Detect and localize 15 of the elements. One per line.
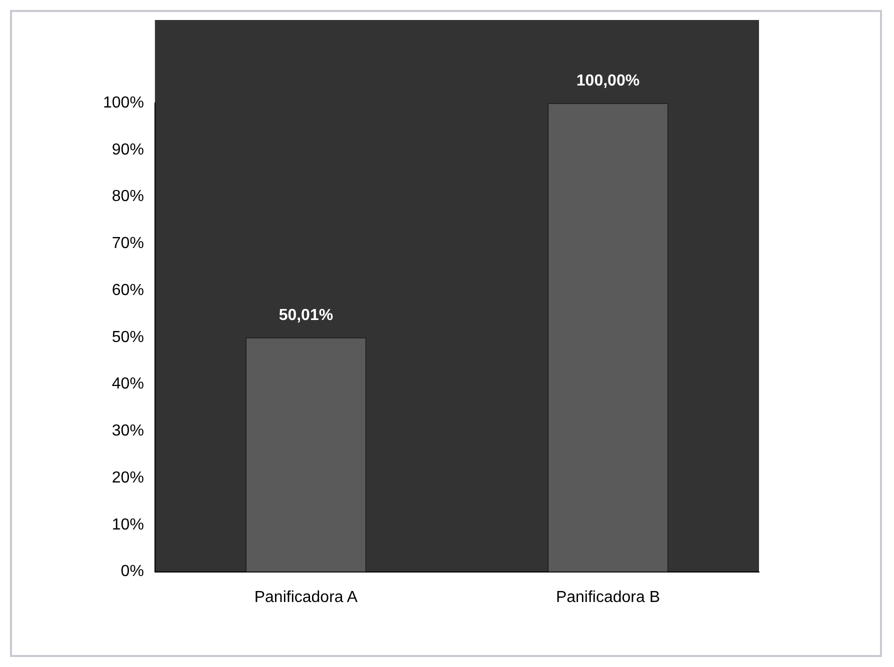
y-tick-label: 50%	[112, 328, 144, 346]
y-tick-label: 20%	[112, 469, 144, 486]
y-tick-label: 70%	[112, 235, 144, 252]
y-tick-label: 10%	[112, 516, 144, 534]
y-tick-label: 40%	[112, 376, 144, 393]
y-tick-label: 90%	[112, 141, 144, 158]
data-label: 50,01%	[278, 306, 334, 324]
x-tick-label: Panificadora B	[556, 588, 660, 606]
y-tick-label: 80%	[112, 188, 144, 206]
y-tick-label: 0%	[120, 563, 144, 580]
y-tick-label: 30%	[112, 422, 144, 440]
x-tick-label: Panificadora A	[254, 588, 358, 606]
data-label: 100,00%	[576, 72, 640, 90]
y-tick-label: 60%	[112, 282, 144, 299]
y-tick-label: 100%	[103, 94, 144, 112]
